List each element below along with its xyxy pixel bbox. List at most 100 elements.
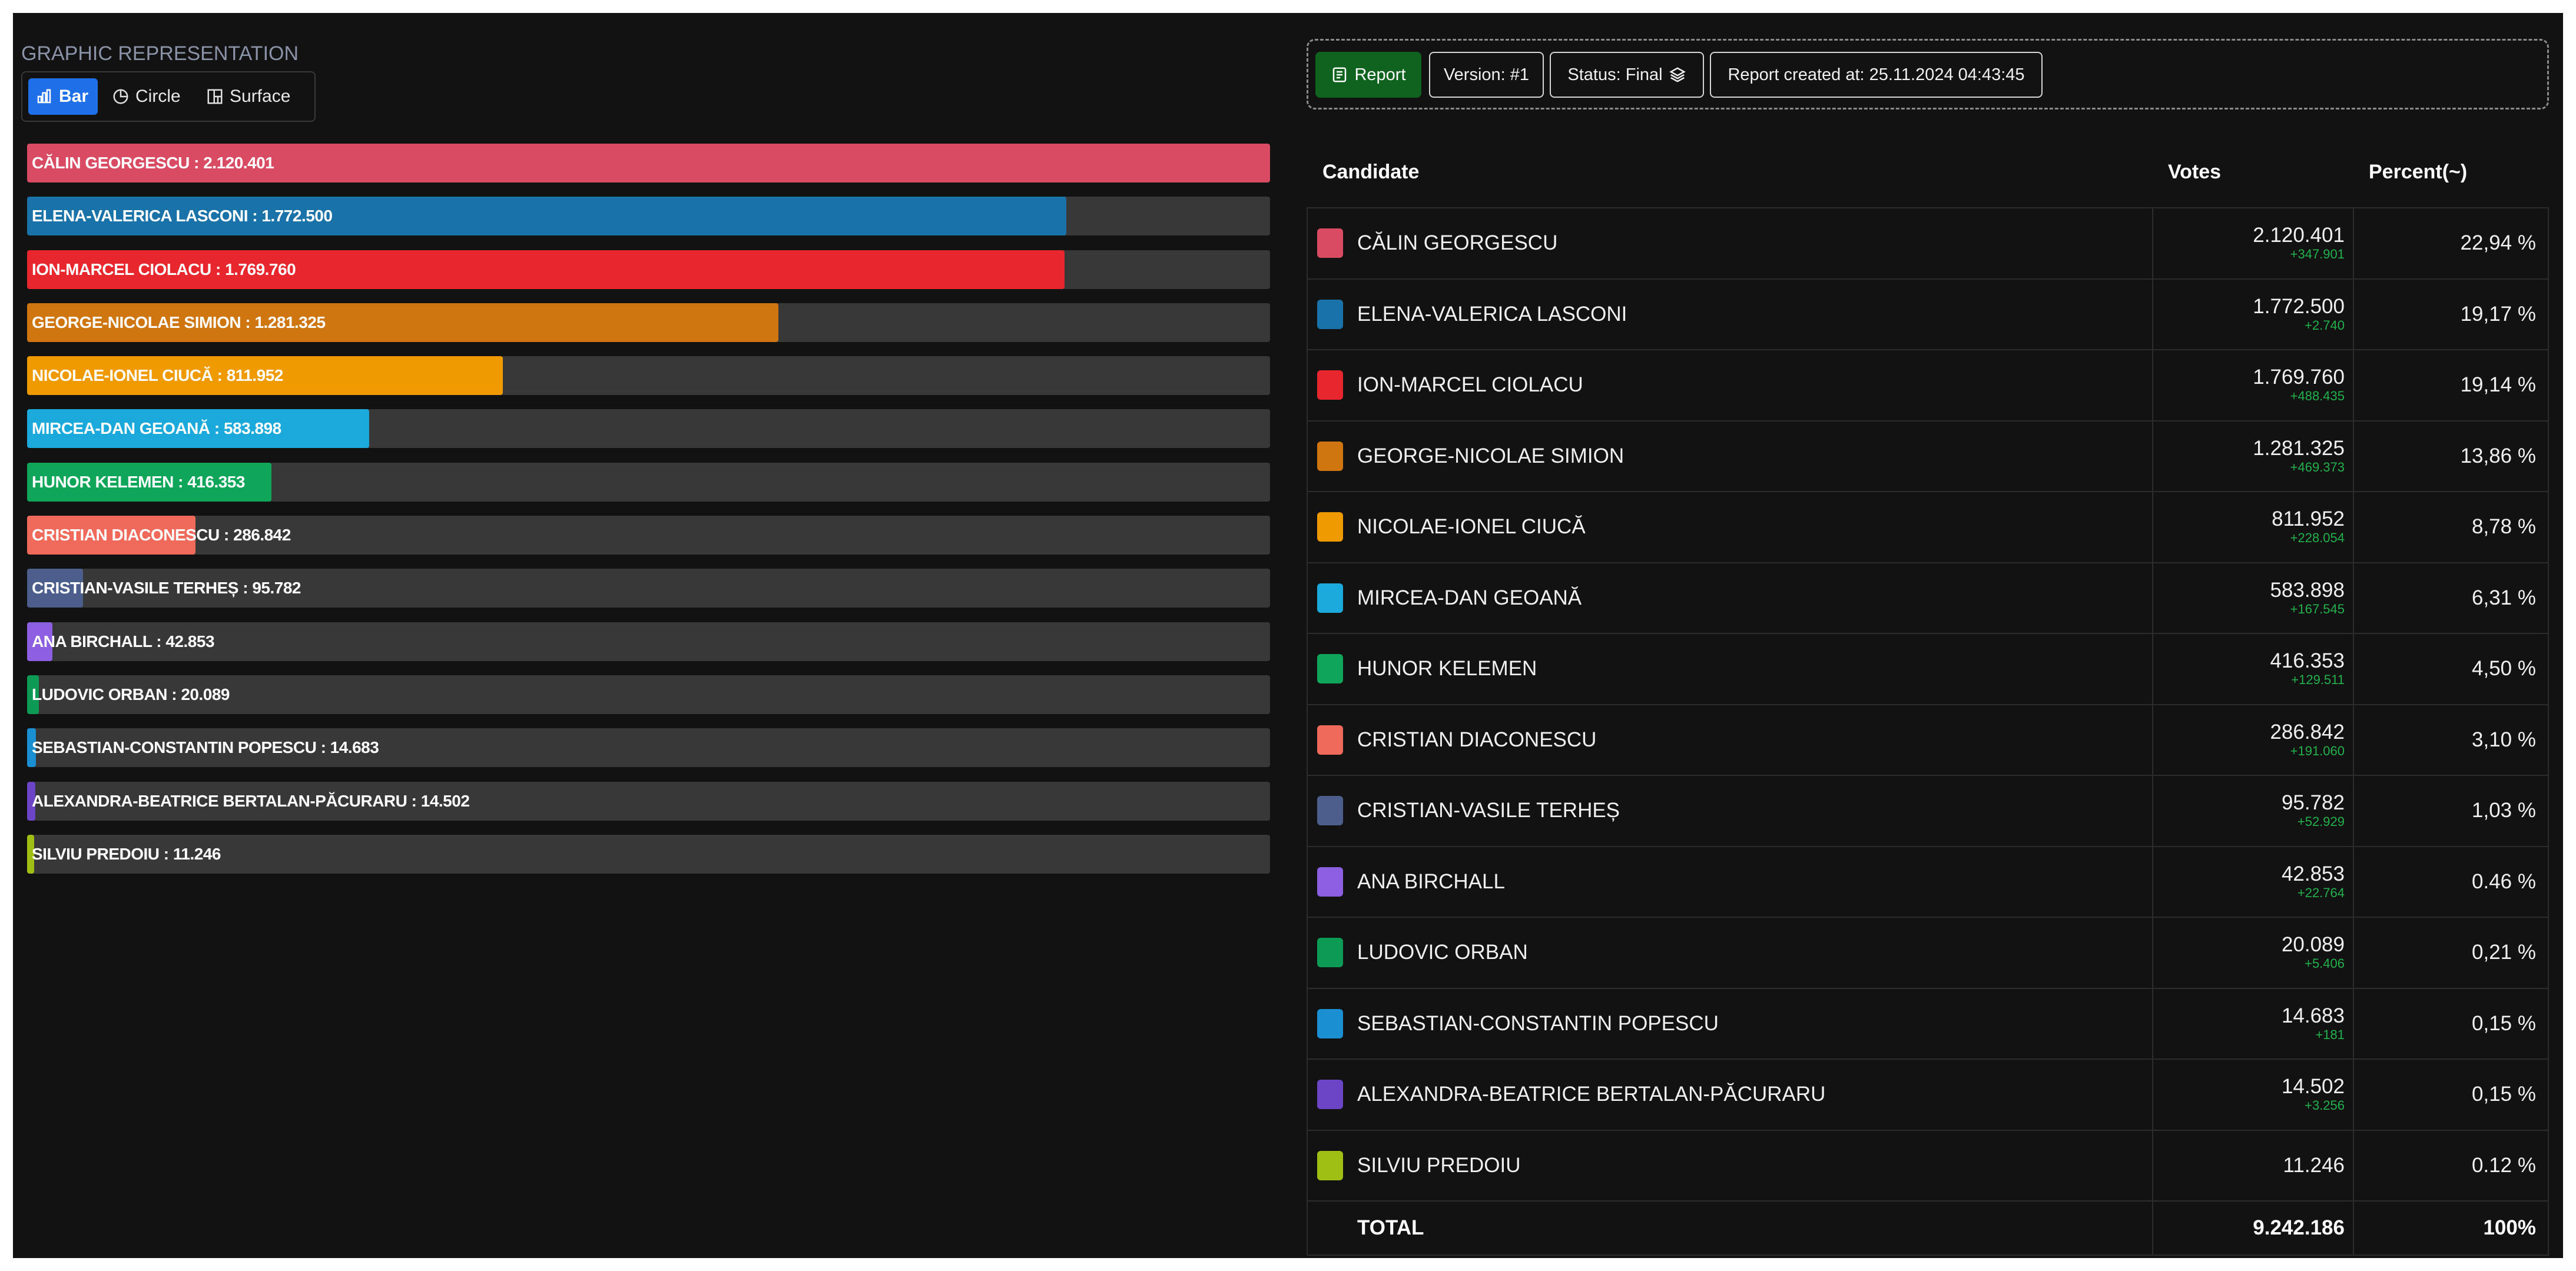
candidate-name: ANA BIRCHALL bbox=[1357, 870, 1505, 893]
bar[interactable] bbox=[27, 834, 34, 874]
candidate-wrap: SILVIU PREDOIU bbox=[1308, 1150, 2152, 1180]
candidate-cell: CĂLIN GEORGESCU bbox=[1307, 207, 2153, 280]
bar[interactable] bbox=[27, 462, 271, 502]
candidate-wrap: CRISTIAN DIACONESCU bbox=[1308, 725, 2152, 755]
votes-cell: 20.089 +5.406 bbox=[2152, 917, 2354, 989]
candidate-name: ALEXANDRA-BEATRICE BERTALAN-PĂCURARU bbox=[1357, 1083, 1826, 1106]
color-swatch bbox=[1317, 1080, 1343, 1110]
percent-value: 0,15 % bbox=[2353, 1058, 2549, 1131]
bar[interactable] bbox=[27, 409, 370, 449]
votes-value: 20.089 bbox=[2281, 933, 2345, 957]
bar[interactable] bbox=[27, 781, 36, 821]
votes-cell: 2.120.401 +347.901 bbox=[2152, 207, 2354, 280]
candidate-wrap: GEORGE-NICOLAE SIMION bbox=[1308, 441, 2152, 471]
percent-value: 3,10 % bbox=[2353, 703, 2549, 776]
color-swatch bbox=[1317, 1150, 1343, 1180]
bar[interactable] bbox=[27, 516, 195, 555]
candidate-name: CRISTIAN-VASILE TERHEȘ bbox=[1357, 799, 1620, 822]
candidate-name: CRISTIAN DIACONESCU bbox=[1357, 728, 1597, 751]
candidate-cell: SILVIU PREDOIU bbox=[1307, 1129, 2153, 1202]
bar-row: CRISTIAN-VASILE TERHEȘ : 95.782 bbox=[27, 569, 1270, 608]
bar[interactable] bbox=[27, 675, 39, 714]
candidate-cell: SEBASTIAN-CONSTANTIN POPESCU bbox=[1307, 987, 2153, 1060]
bar-row: CĂLIN GEORGESCU : 2.120.401 bbox=[27, 144, 1270, 182]
candidate-name: SILVIU PREDOIU bbox=[1357, 1153, 1521, 1177]
candidate-name: ION-MARCEL CIOLACU bbox=[1357, 373, 1583, 397]
votes-cell: 811.952 +228.054 bbox=[2152, 491, 2354, 563]
status-label: Status: Final bbox=[1567, 65, 1663, 84]
votes-value: 14.683 bbox=[2281, 1004, 2345, 1027]
bar[interactable] bbox=[27, 303, 778, 342]
candidate-wrap: NICOLAE-IONEL CIUCĂ bbox=[1308, 512, 2152, 542]
bar-label: GEORGE-NICOLAE SIMION : 1.281.325 bbox=[32, 313, 326, 331]
bar-label: SILVIU PREDOIU : 11.246 bbox=[32, 844, 221, 863]
table-row: SEBASTIAN-CONSTANTIN POPESCU 14.683 +181 0,… bbox=[1307, 987, 2549, 1060]
votes-cell: 286.842 +191.060 bbox=[2152, 703, 2354, 776]
view-bar-label: Bar bbox=[59, 87, 89, 106]
votes-delta: +488.435 bbox=[2290, 389, 2345, 404]
votes-cell: 416.353 +129.511 bbox=[2152, 633, 2354, 705]
percent-value: 0.46 % bbox=[2353, 845, 2549, 918]
color-swatch bbox=[1317, 512, 1343, 542]
header-candidate: Candidate bbox=[1307, 137, 2153, 208]
votes-value: 95.782 bbox=[2281, 791, 2345, 815]
view-bar-button[interactable]: Bar bbox=[28, 78, 98, 115]
table-row: MIRCEA-DAN GEOANĂ 583.898 +167.545 6,31 % bbox=[1307, 562, 2549, 634]
treemap-icon bbox=[207, 89, 223, 104]
version-badge: Version: #1 bbox=[1429, 52, 1544, 98]
votes-value: 811.952 bbox=[2272, 507, 2345, 531]
color-swatch bbox=[1317, 725, 1343, 755]
candidate-cell: ION-MARCEL CIOLACU bbox=[1307, 349, 2153, 422]
candidate-wrap: HUNOR KELEMEN bbox=[1308, 654, 2152, 684]
bar[interactable] bbox=[27, 728, 36, 768]
bar-row: ELENA-VALERICA LASCONI : 1.772.500 bbox=[27, 197, 1270, 236]
app-frame: GRAPHIC REPRESENTATION Bar Circle Surfac… bbox=[13, 13, 2563, 1258]
candidate-cell: CRISTIAN DIACONESCU bbox=[1307, 703, 2153, 776]
bar-label: LUDOVIC ORBAN : 20.089 bbox=[32, 685, 230, 703]
table-row: HUNOR KELEMEN 416.353 +129.511 4,50 % bbox=[1307, 633, 2549, 705]
percent-value: 22,94 % bbox=[2353, 207, 2549, 280]
table-row: CRISTIAN-VASILE TERHEȘ 95.782 +52.929 1,03 … bbox=[1307, 775, 2549, 847]
table-row: LUDOVIC ORBAN 20.089 +5.406 0,21 % bbox=[1307, 917, 2549, 989]
bar[interactable] bbox=[27, 197, 1066, 236]
total-row: TOTAL 9.242.186 100% bbox=[1307, 1200, 2549, 1256]
bar[interactable] bbox=[27, 356, 503, 396]
report-label: Report bbox=[1354, 65, 1406, 84]
candidate-name: HUNOR KELEMEN bbox=[1357, 657, 1537, 681]
color-swatch bbox=[1317, 867, 1343, 897]
percent-value: 19,17 % bbox=[2353, 278, 2549, 350]
bar-chart-icon bbox=[37, 89, 51, 104]
color-swatch bbox=[1317, 228, 1343, 258]
candidate-name: CĂLIN GEORGESCU bbox=[1357, 231, 1558, 255]
total-label: TOTAL bbox=[1307, 1200, 2153, 1256]
view-circle-button[interactable]: Circle bbox=[105, 78, 193, 115]
bar-row: CRISTIAN DIACONESCU : 286.842 bbox=[27, 516, 1270, 555]
candidate-wrap: ALEXANDRA-BEATRICE BERTALAN-PĂCURARU bbox=[1308, 1080, 2152, 1110]
version-label: Version: #1 bbox=[1443, 65, 1530, 84]
votes-cell: 1.769.760 +488.435 bbox=[2152, 349, 2354, 422]
votes-cell: 583.898 +167.545 bbox=[2152, 562, 2354, 634]
bar[interactable] bbox=[27, 622, 52, 661]
votes-value: 1.281.325 bbox=[2253, 436, 2345, 460]
bar[interactable] bbox=[27, 144, 1270, 182]
votes-value: 14.502 bbox=[2281, 1075, 2345, 1099]
header-percent: Percent(~) bbox=[2353, 137, 2548, 208]
bar[interactable] bbox=[27, 250, 1065, 289]
bar-row: ANA BIRCHALL : 42.853 bbox=[27, 622, 1270, 661]
report-icon bbox=[1333, 67, 1347, 82]
results-panel: Report Version: #1 Status: Final Report … bbox=[1307, 13, 2556, 1258]
votes-value: 583.898 bbox=[2270, 578, 2345, 602]
bar[interactable] bbox=[27, 569, 84, 608]
percent-value: 6,31 % bbox=[2353, 562, 2549, 634]
bar-row: LUDOVIC ORBAN : 20.089 bbox=[27, 675, 1270, 714]
bar-label: ELENA-VALERICA LASCONI : 1.772.500 bbox=[32, 207, 333, 225]
candidate-cell: ALEXANDRA-BEATRICE BERTALAN-PĂCURARU bbox=[1307, 1058, 2153, 1131]
candidate-name: LUDOVIC ORBAN bbox=[1357, 941, 1528, 964]
votes-value: 416.353 bbox=[2270, 649, 2345, 673]
votes-delta: +22.764 bbox=[2297, 885, 2345, 900]
report-button[interactable]: Report bbox=[1315, 52, 1421, 98]
bar-row: SILVIU PREDOIU : 11.246 bbox=[27, 834, 1270, 874]
table-row: CĂLIN GEORGESCU 2.120.401 +347.901 22,94 % bbox=[1307, 207, 2549, 280]
votes-cell: 14.683 +181 bbox=[2152, 987, 2354, 1060]
view-surface-button[interactable]: Surface bbox=[199, 78, 305, 115]
